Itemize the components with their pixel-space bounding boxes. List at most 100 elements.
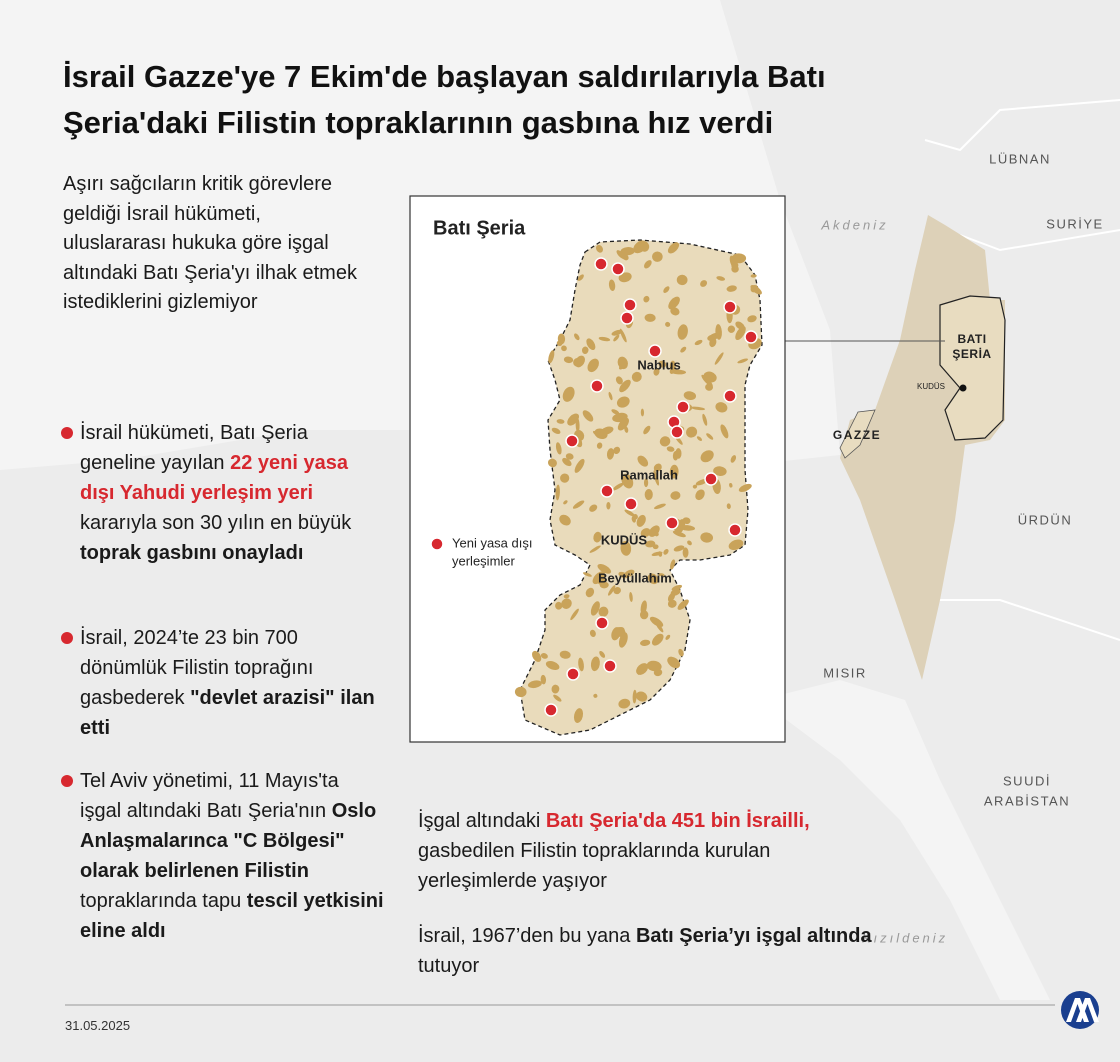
settlement-area: [737, 358, 749, 364]
settlement-area: [632, 689, 637, 704]
settlement-area: [680, 346, 687, 353]
bullet: İsrail, 2024’te 23 bin 700 dönümlük Fili…: [61, 623, 385, 743]
settlement-area: [631, 516, 636, 523]
settlement-area: [598, 606, 609, 617]
settlement-area: [678, 648, 684, 657]
settlement-area: [670, 559, 676, 570]
settlement-dot: [544, 703, 558, 717]
settlement-area: [700, 450, 714, 463]
text-segment: 22 yeni yasa dışı Yahudi yerleşim yeri: [80, 452, 348, 504]
map-label: BATI: [957, 332, 986, 346]
text-segment: tutuyor: [418, 955, 480, 977]
settlement-area: [618, 361, 627, 370]
settlement-area: [551, 684, 560, 694]
map-label: SUUDİ: [1003, 773, 1051, 788]
text-segment: İsrail, 1967’den bu yana: [418, 925, 636, 947]
settlement-area: [646, 660, 662, 672]
text-segment: "devlet arazisi" ilan etti: [80, 687, 375, 739]
settlement-area: [573, 708, 584, 723]
settlement-area: [635, 691, 648, 702]
text-segment: kararıyla son 30 yılın en büyük: [80, 512, 352, 534]
settlement-area: [703, 371, 717, 383]
settlement-dot: [665, 516, 679, 530]
settlement-area: [562, 386, 575, 402]
settlement-area: [671, 584, 683, 591]
map-label: Batı Şeria: [433, 217, 526, 239]
settlement-area: [647, 573, 659, 585]
fact: İsrail, 1967’den bu yana Batı Şeria’yı i…: [418, 921, 888, 981]
settlement-area: [555, 484, 560, 501]
settlement-area: [654, 620, 664, 633]
kudus-point: [959, 384, 967, 392]
settlement-area: [560, 473, 570, 483]
settlement-area: [624, 509, 635, 517]
settlement-area: [731, 261, 739, 270]
text-segment: Batı Şeria'da 451 bin İsrailli,: [545, 810, 810, 832]
settlement-area: [631, 371, 642, 382]
settlement-area: [592, 571, 605, 585]
settlement-area: [587, 358, 599, 373]
settlement-area: [653, 463, 662, 472]
settlement-area: [643, 478, 649, 488]
settlement-dot: [566, 667, 580, 681]
settlement-area: [561, 345, 567, 352]
settlement-area: [547, 458, 557, 468]
settlement-area: [613, 446, 621, 455]
settlement-dot: [648, 344, 662, 358]
settlement-area: [618, 571, 628, 579]
settlement-area: [618, 272, 632, 283]
settlement-area: [677, 324, 688, 340]
settlement-area: [615, 376, 623, 385]
settlement-area: [608, 585, 616, 596]
settlement-area: [682, 517, 691, 525]
date: 31.05.2025: [65, 1018, 131, 1033]
text-segment: gasbedilen Filistin topraklarında kurula…: [418, 840, 771, 892]
settlement-area: [589, 545, 601, 553]
settlement-area: [633, 240, 647, 254]
text-segment: Batı Şeria’yı işgal altında: [635, 925, 872, 947]
settlement-area: [640, 600, 647, 615]
text-segment: toprak gasbını onayladı: [80, 542, 304, 564]
settlement-area: [553, 694, 562, 702]
title-line: Şeria'daki Filistin topraklarının gasbın…: [63, 105, 774, 140]
settlement-area: [540, 674, 547, 685]
settlement-area: [738, 483, 752, 492]
settlement-area: [670, 307, 680, 316]
settlement-dot: [611, 262, 625, 276]
settlement-area: [729, 482, 733, 488]
settlement-area: [590, 601, 600, 616]
settlement-area: [613, 334, 620, 342]
settlement-area: [618, 698, 631, 709]
settlement-area: [612, 482, 624, 491]
settlement-area: [637, 455, 649, 467]
settlement-area: [706, 433, 714, 440]
settlement-area: [585, 587, 595, 598]
settlement-area: [694, 339, 703, 346]
settlement-area: [618, 632, 628, 648]
settlement-area: [707, 334, 717, 342]
settlement-dot: [594, 257, 608, 271]
map-label: Yeni yasa dışı: [452, 535, 532, 550]
settlement-area: [582, 410, 594, 422]
settlement-area: [573, 358, 582, 367]
settlement-area: [551, 427, 561, 434]
settlement-area: [679, 525, 696, 531]
settlement-area: [713, 466, 727, 476]
title-line: İsrail Gazze'ye 7 Ekim'de başlayan saldı…: [63, 59, 826, 94]
settlement-area: [637, 663, 644, 675]
map-label: ŞERİA: [952, 346, 991, 361]
settlement-area: [561, 598, 572, 609]
settlement-area: [555, 601, 563, 610]
settlement-area: [620, 247, 635, 256]
settlement-area: [563, 500, 568, 505]
map-label: SURİYE: [1046, 216, 1103, 231]
settlement-area: [629, 592, 633, 602]
settlement-area: [600, 426, 614, 435]
settlement-area: [645, 540, 656, 548]
settlement-area: [593, 693, 598, 698]
settlement-area: [616, 396, 630, 408]
map-label: Akdeniz: [820, 217, 888, 232]
intro: Aşırı sağcıların kritik görevlere geldiğ…: [63, 173, 357, 313]
west-bank-inset: [939, 295, 1006, 441]
